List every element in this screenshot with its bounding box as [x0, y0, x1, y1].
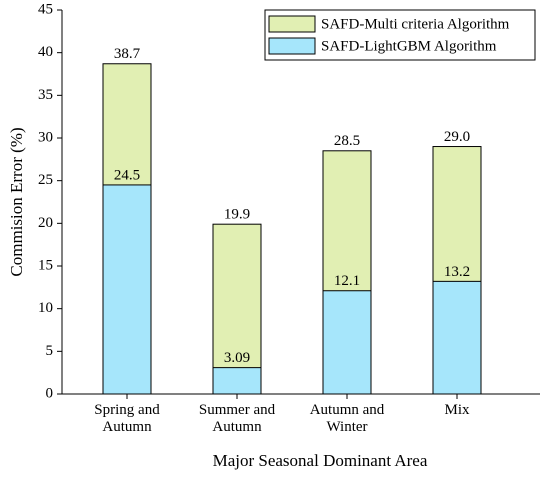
bar — [432, 280, 482, 395]
bar — [212, 367, 262, 395]
y-tick-label: 30 — [38, 129, 53, 145]
y-tick-label: 45 — [38, 1, 53, 17]
y-tick-label: 35 — [38, 87, 53, 103]
value-label: 12.1 — [334, 273, 360, 289]
bar — [322, 290, 372, 395]
value-label: 29.0 — [444, 129, 470, 145]
y-tick-label: 10 — [38, 300, 53, 316]
y-tick-label: 15 — [38, 257, 53, 273]
value-label: 28.5 — [334, 133, 360, 149]
legend-swatch — [268, 15, 316, 33]
bar — [102, 184, 152, 395]
y-tick-label: 25 — [38, 172, 53, 188]
x-tick-label: Summer and Autumn — [198, 402, 276, 435]
legend-label: SAFD-Multi criteria Algorithm — [321, 16, 510, 32]
x-tick-label: Mix — [444, 402, 470, 418]
value-label: 24.5 — [114, 167, 140, 183]
y-axis-label: Commision Error (%) — [7, 127, 26, 276]
value-label: 38.7 — [114, 46, 141, 62]
value-label: 13.2 — [444, 264, 470, 280]
y-tick-label: 5 — [46, 343, 54, 359]
value-label: 3.09 — [224, 350, 250, 366]
legend-swatch — [268, 37, 316, 55]
x-tick-label: Spring and Autumn — [94, 402, 160, 435]
y-tick-label: 40 — [38, 44, 53, 60]
y-tick-label: 20 — [38, 215, 53, 231]
value-label: 19.9 — [224, 207, 250, 223]
x-tick-label: Autumn and Winter — [309, 402, 385, 435]
x-axis-label: Major Seasonal Dominant Area — [213, 451, 428, 470]
y-tick-label: 0 — [46, 385, 54, 401]
legend-label: SAFD-LightGBM Algorithm — [321, 38, 497, 54]
